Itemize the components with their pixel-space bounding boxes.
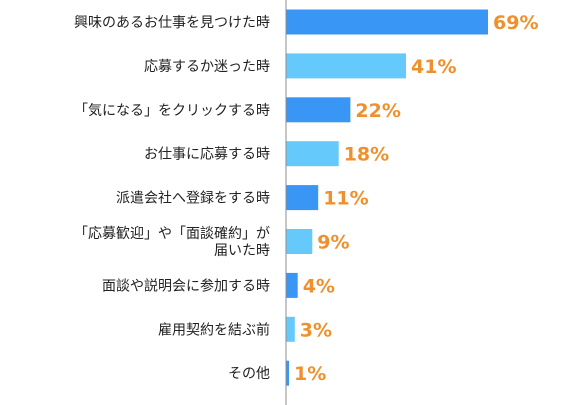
value-label-6: 9%: [317, 232, 349, 254]
value-label-9: 1%: [294, 363, 326, 385]
category-label-1: 興味のあるお仕事を見つけた時: [74, 15, 270, 31]
category-label-9: その他: [228, 366, 270, 382]
bar-7: [286, 272, 298, 298]
bar-4: [286, 141, 339, 167]
value-label-5: 11%: [323, 188, 368, 210]
bar-1: [286, 9, 488, 35]
category-label-7: 面談や説明会に参加する時: [102, 277, 270, 294]
bar-3: [286, 97, 351, 123]
value-label-1: 69%: [493, 12, 538, 34]
value-label-4: 18%: [344, 144, 389, 166]
bar-5: [286, 185, 319, 211]
value-label-2: 41%: [411, 56, 456, 78]
value-label-7: 4%: [303, 275, 335, 297]
bar-6: [286, 229, 313, 254]
category-label-6: 「応募歓迎」や「面談確約」が届いた時: [74, 225, 270, 259]
value-label-8: 3%: [300, 319, 332, 341]
category-label-5: 派遣会社へ登録をする時: [116, 191, 270, 207]
category-label-4: お仕事に応募する時: [144, 147, 270, 163]
bar-8: [286, 316, 295, 342]
category-label-2: 応募するか迷った時: [144, 59, 270, 75]
bar-2: [286, 53, 406, 79]
category-label-3: 「気になる」をクリックする時: [74, 103, 270, 119]
bar-9: [286, 360, 289, 386]
category-label-8: 雇用契約を結ぶ前: [158, 321, 270, 338]
value-label-3: 22%: [355, 100, 400, 122]
